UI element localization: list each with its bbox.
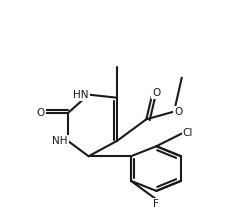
Text: HN: HN: [73, 90, 89, 100]
Text: O: O: [174, 107, 182, 116]
Text: NH: NH: [52, 136, 68, 146]
Text: O: O: [37, 108, 45, 118]
Text: Cl: Cl: [182, 128, 193, 138]
Text: F: F: [153, 199, 159, 209]
Text: O: O: [152, 88, 161, 98]
